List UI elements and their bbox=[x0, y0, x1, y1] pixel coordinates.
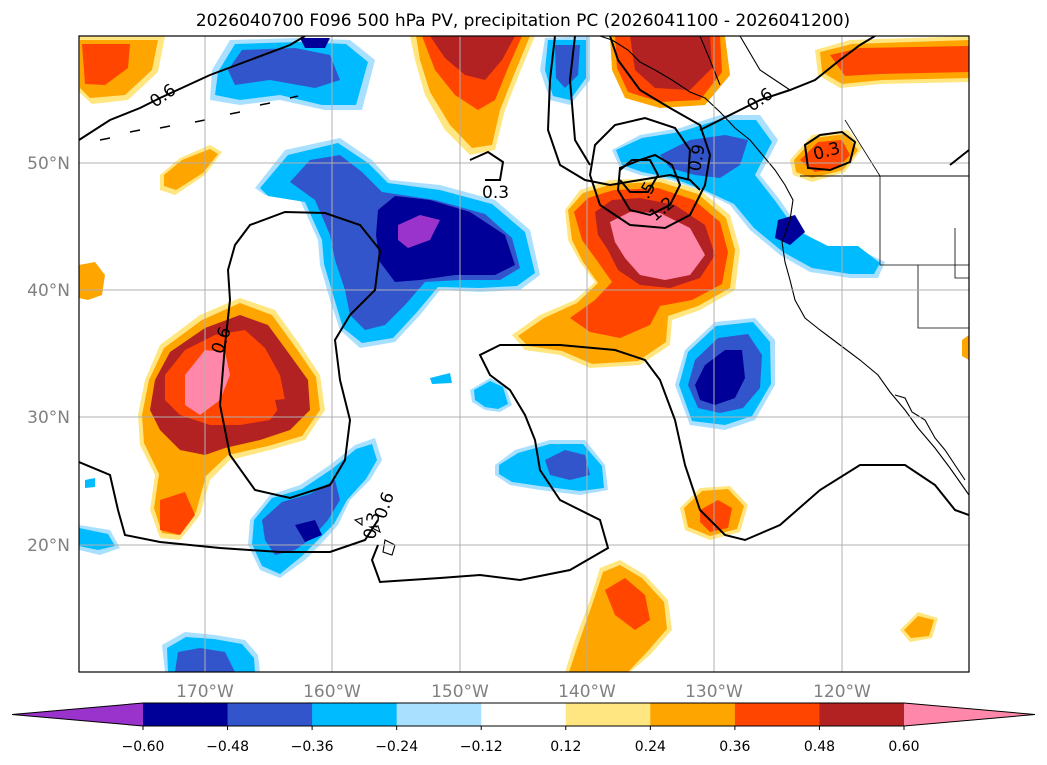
lat-label: 30°N bbox=[27, 408, 70, 428]
colorbar-tick-label: 0.60 bbox=[888, 739, 919, 755]
anomaly-east-central-positive bbox=[512, 178, 740, 368]
contour-0.3-large bbox=[79, 344, 969, 584]
anomaly-small-blue-blobs bbox=[79, 373, 512, 555]
anomaly-far-east-positive bbox=[900, 335, 969, 642]
contour-label: 0.3 bbox=[482, 183, 509, 203]
anomaly-south-positive bbox=[565, 560, 672, 672]
colorbar-segment bbox=[650, 703, 736, 726]
anomaly-south-center-negative bbox=[495, 440, 608, 495]
contour-ring-0.9 bbox=[588, 36, 712, 230]
colorbar-tick-label: −0.48 bbox=[206, 739, 249, 755]
colorbar-tick-label: 0.12 bbox=[550, 739, 581, 755]
us-states-borders bbox=[844, 119, 969, 329]
anomaly-bc-negative bbox=[612, 115, 885, 278]
lon-axis-labels: 170°W 160°W 150°W 140°W 130°W 120°W bbox=[176, 682, 871, 702]
colorbar-segment bbox=[312, 703, 398, 726]
figure-title: 2026040700 F096 500 hPa PV, precipitatio… bbox=[196, 11, 850, 31]
lon-label: 120°W bbox=[813, 682, 871, 702]
contour-0.6-trough bbox=[546, 36, 701, 191]
aleutian-islands bbox=[99, 95, 299, 141]
contour-east-edge bbox=[949, 149, 969, 166]
baja-coastline bbox=[894, 394, 966, 481]
anomaly-sw-negative bbox=[162, 632, 260, 672]
lon-label: 130°W bbox=[685, 682, 743, 702]
alaska-coastline bbox=[599, 36, 791, 91]
colorbar-tick-label: 0.24 bbox=[635, 739, 666, 755]
contour-0.6-northwest bbox=[79, 36, 306, 141]
colorbar-tick-label: 0.48 bbox=[804, 739, 835, 755]
map-panel: 0.6 0.3 0.6 0.6 .5 1.2 0.9 0.6 0.3 0.3 bbox=[78, 35, 970, 673]
anomaly-ne-corner-positive bbox=[815, 36, 969, 88]
lat-axis-labels: 50°N 40°N 30°N 20°N bbox=[27, 154, 70, 556]
contour-0.3-north-bump bbox=[469, 150, 505, 181]
colorbar-tick-label: −0.60 bbox=[122, 739, 165, 755]
colorbar-tick-label: 0.36 bbox=[719, 739, 750, 755]
anomaly-north-positive bbox=[410, 36, 535, 155]
colorbar-segment bbox=[143, 703, 229, 726]
pv-contours bbox=[79, 36, 969, 584]
colorbar-tick-label: −0.24 bbox=[375, 739, 418, 755]
colorbar-tick-label: −0.36 bbox=[291, 739, 334, 755]
map-frame bbox=[78, 35, 970, 673]
anomaly-east-negative bbox=[675, 318, 775, 430]
colorbar-segment bbox=[734, 703, 820, 726]
anomaly-west-positive bbox=[138, 298, 325, 540]
contour-label: 0.3 bbox=[360, 511, 384, 541]
contour-0.3-east bbox=[803, 130, 857, 172]
contour-label: 0.9 bbox=[685, 143, 709, 173]
colorbar-segment bbox=[565, 703, 651, 726]
colorbar-tick-label: −0.12 bbox=[460, 739, 503, 755]
anomaly-north-negative bbox=[210, 38, 375, 110]
colorbar-segment bbox=[481, 703, 567, 726]
lon-label: 140°W bbox=[558, 682, 616, 702]
lon-label: 150°W bbox=[431, 682, 489, 702]
contour-ring-1.5 bbox=[619, 159, 660, 193]
anomaly-hawaii-negative bbox=[248, 438, 382, 578]
north-america-coastline bbox=[611, 39, 969, 496]
lon-label: 160°W bbox=[303, 682, 361, 702]
anomaly-central-negative bbox=[255, 138, 540, 348]
contour-ring-1.2 bbox=[616, 153, 682, 217]
lon-label: 170°W bbox=[176, 682, 234, 702]
contour-0.6-west-loop bbox=[218, 210, 382, 500]
colorbar-arrow-low bbox=[12, 703, 143, 726]
lat-label: 20°N bbox=[27, 536, 70, 556]
colorbar-arrow-high bbox=[904, 703, 1035, 726]
colorbar: −0.60 −0.48 −0.36 −0.24 −0.12 0.12 0.24 0.36 0.4… bbox=[11, 702, 1036, 755]
colorbar-segment bbox=[396, 703, 482, 726]
anomaly-nw-corner-positive bbox=[79, 36, 165, 104]
gridlines bbox=[79, 36, 969, 672]
lat-label: 40°N bbox=[27, 281, 70, 301]
contour-0.6-northeast bbox=[699, 36, 876, 131]
colorbar-segment bbox=[227, 703, 313, 726]
lat-label: 50°N bbox=[27, 154, 70, 174]
contour-ring-outer bbox=[568, 36, 591, 166]
colorbar-segment bbox=[819, 703, 905, 726]
